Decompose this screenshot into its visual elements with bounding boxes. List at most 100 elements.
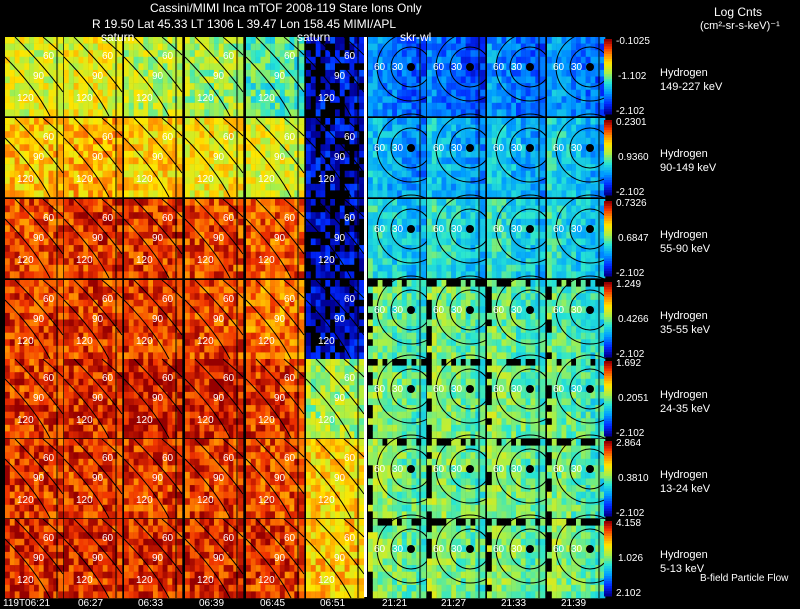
contour-label: 30: [392, 544, 404, 555]
contour-label: 60: [284, 453, 296, 464]
contour-label: 30: [392, 305, 404, 316]
heatmap-cell: [4, 438, 64, 519]
contour-label: 90: [213, 71, 225, 82]
contour-label: 60: [493, 384, 505, 395]
contour-label: 30: [451, 384, 463, 395]
colorbar-min-label: -2.102: [616, 349, 645, 360]
contour-label: 120: [197, 575, 214, 586]
time-tick-label: 21:21: [382, 598, 408, 609]
heatmap-cell: [368, 194, 446, 279]
contour-label: 60: [223, 294, 235, 305]
contour-label: 60: [374, 62, 386, 73]
row-energy-label: 5-13 keV: [660, 563, 705, 575]
contour-label: 90: [152, 473, 164, 484]
heatmap-cell: [487, 275, 565, 360]
row-species-label: Hydrogen: [660, 549, 708, 561]
contour-label: 60: [374, 384, 386, 395]
contour-label: 30: [511, 224, 523, 235]
contour-label: 30: [571, 143, 583, 154]
contour-label: 30: [571, 305, 583, 316]
contour-label: 90: [92, 473, 104, 484]
heatmap-cell: [305, 198, 365, 279]
contour-label: 60: [344, 453, 356, 464]
contour-label: 60: [43, 213, 55, 224]
contour-label: 60: [223, 373, 235, 384]
contour-label: 120: [258, 575, 275, 586]
contour-label: 30: [451, 143, 463, 154]
contour-label: 60: [344, 294, 356, 305]
contour-label: 60: [162, 51, 174, 62]
colorbar-min-label: -2.102: [616, 106, 645, 117]
heatmap-cell: [245, 117, 305, 198]
heatmap-cell: [245, 36, 305, 117]
contour-label: 90: [33, 553, 45, 564]
colorbar-mid-label: -1.102: [618, 71, 647, 82]
contour-label: 60: [162, 294, 174, 305]
colorbar-min-label: -2.102: [616, 508, 645, 519]
contour-label: 90: [274, 393, 286, 404]
time-tick-label: 21:27: [441, 598, 467, 609]
contour-label: 90: [334, 553, 346, 564]
heatmap-cell: [487, 113, 565, 198]
contour-label: 60: [553, 143, 565, 154]
contour-label: 90: [213, 233, 225, 244]
contour-label: 60: [43, 132, 55, 143]
contour-label: 60: [433, 305, 445, 316]
contour-label: 90: [152, 152, 164, 163]
heatmap-cell: [184, 279, 244, 360]
heatmap-cell: [305, 358, 365, 439]
contour-label: 90: [334, 473, 346, 484]
contour-label: 90: [334, 233, 346, 244]
contour-label: 60: [43, 453, 55, 464]
contour-label: 120: [76, 336, 93, 347]
time-tick-label: 06:27: [78, 598, 104, 609]
contour-label: 120: [76, 255, 93, 266]
colorbar: [604, 201, 612, 277]
colorbar: [604, 39, 612, 115]
heatmap-cell: [4, 36, 64, 117]
heatmap-cell: [63, 518, 123, 599]
heatmap-cell: [123, 117, 183, 198]
heatmap-cell: [427, 113, 505, 198]
heatmap-cell: [427, 514, 505, 599]
row-species-label: Hydrogen: [660, 67, 708, 79]
heatmap-cell: [305, 36, 365, 117]
colorbar: [604, 521, 612, 597]
contour-label: 120: [318, 93, 335, 104]
heatmap-cell: [63, 279, 123, 360]
time-tick-label: 06:39: [199, 598, 225, 609]
contour-label: 90: [92, 393, 104, 404]
contour-label: 90: [334, 393, 346, 404]
contour-label: 120: [76, 575, 93, 586]
heatmap-cell: [184, 198, 244, 279]
time-tick-label: 21:33: [501, 598, 527, 609]
heatmap-cell: [547, 32, 625, 117]
contour-label: 120: [76, 174, 93, 185]
heatmap-cell: [487, 32, 565, 117]
heatmap-cell: [123, 36, 183, 117]
contour-label: 90: [92, 152, 104, 163]
contour-label: 120: [318, 575, 335, 586]
contour-label: 60: [553, 544, 565, 555]
contour-label: 120: [318, 255, 335, 266]
heatmap-cell: [184, 518, 244, 599]
heatmap-cell: [63, 36, 123, 117]
contour-label: 60: [223, 533, 235, 544]
contour-label: 60: [374, 143, 386, 154]
contour-label: 120: [197, 255, 214, 266]
heatmap-cell: [4, 198, 64, 279]
heatmap-cell: [4, 518, 64, 599]
heatmap-cell: [368, 113, 446, 198]
contour-label: 60: [102, 453, 114, 464]
row-species-label: Hydrogen: [660, 310, 708, 322]
contour-label: 90: [152, 233, 164, 244]
colorbar-mid-label: 0.4266: [618, 314, 649, 325]
heatmap-cell: [63, 198, 123, 279]
time-tick-label: 119T06:21: [3, 598, 51, 609]
contour-label: 30: [511, 384, 523, 395]
contour-label: 30: [451, 464, 463, 475]
heatmap-cell: [368, 514, 446, 599]
contour-label: 90: [92, 71, 104, 82]
contour-label: 60: [433, 224, 445, 235]
